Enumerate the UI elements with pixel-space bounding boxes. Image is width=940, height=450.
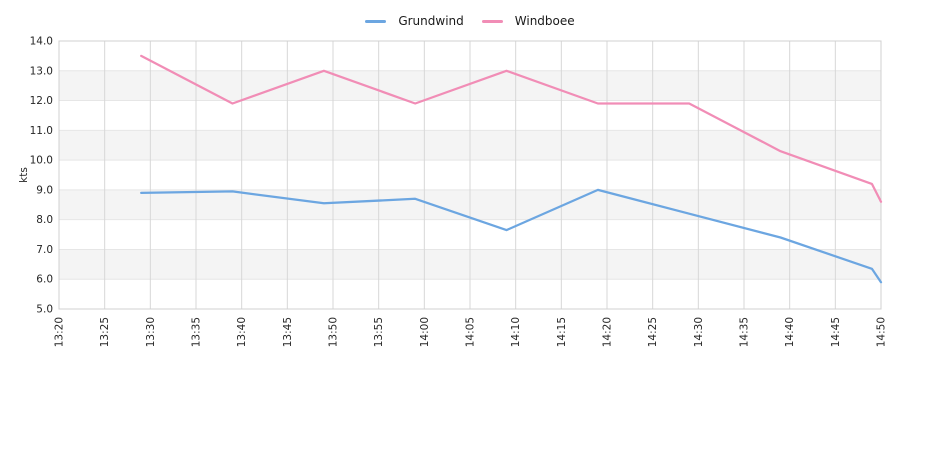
y-tick-label: 10.0 <box>30 155 53 167</box>
y-tick-label: 12.0 <box>30 95 53 107</box>
series-line-grundwind <box>140 188 883 284</box>
x-tick-label: 13:35 <box>191 317 203 347</box>
x-tick-label: 13:20 <box>54 317 66 347</box>
y-tick-label: 14.0 <box>30 36 53 48</box>
x-tick-label: 14:50 <box>876 317 888 347</box>
x-tick-label: 14:20 <box>602 317 614 347</box>
x-tick-label: 13:40 <box>236 317 248 347</box>
x-tick-label: 14:35 <box>739 317 751 347</box>
x-tick-label: 13:30 <box>145 317 157 347</box>
y-tick-label: 7.0 <box>36 244 53 256</box>
y-tick-label: 13.0 <box>30 65 53 77</box>
x-tick-label: 14:10 <box>510 317 522 347</box>
x-tick-label: 13:50 <box>328 317 340 347</box>
x-tick-label: 14:05 <box>465 317 477 347</box>
x-tick-label: 14:00 <box>419 317 431 347</box>
x-tick-label: 14:45 <box>830 317 842 347</box>
x-tick-label: 13:25 <box>99 317 111 347</box>
x-tick-label: 14:15 <box>556 317 568 347</box>
x-tick-label: 14:40 <box>784 317 796 347</box>
y-tick-label: 11.0 <box>30 125 53 137</box>
x-tick-label: 13:45 <box>282 317 294 347</box>
plot-border <box>58 40 882 310</box>
y-tick-label: 8.0 <box>36 214 53 226</box>
y-tick-label: 5.0 <box>36 304 53 316</box>
x-tick-label: 13:55 <box>373 317 385 347</box>
y-tick-label: 9.0 <box>36 184 53 196</box>
series-line-windboee <box>140 54 883 203</box>
y-axis-title: kts <box>18 167 30 183</box>
y-tick-label: 6.0 <box>36 274 53 286</box>
x-tick-label: 14:30 <box>693 317 705 347</box>
x-tick-label: 14:25 <box>647 317 659 347</box>
